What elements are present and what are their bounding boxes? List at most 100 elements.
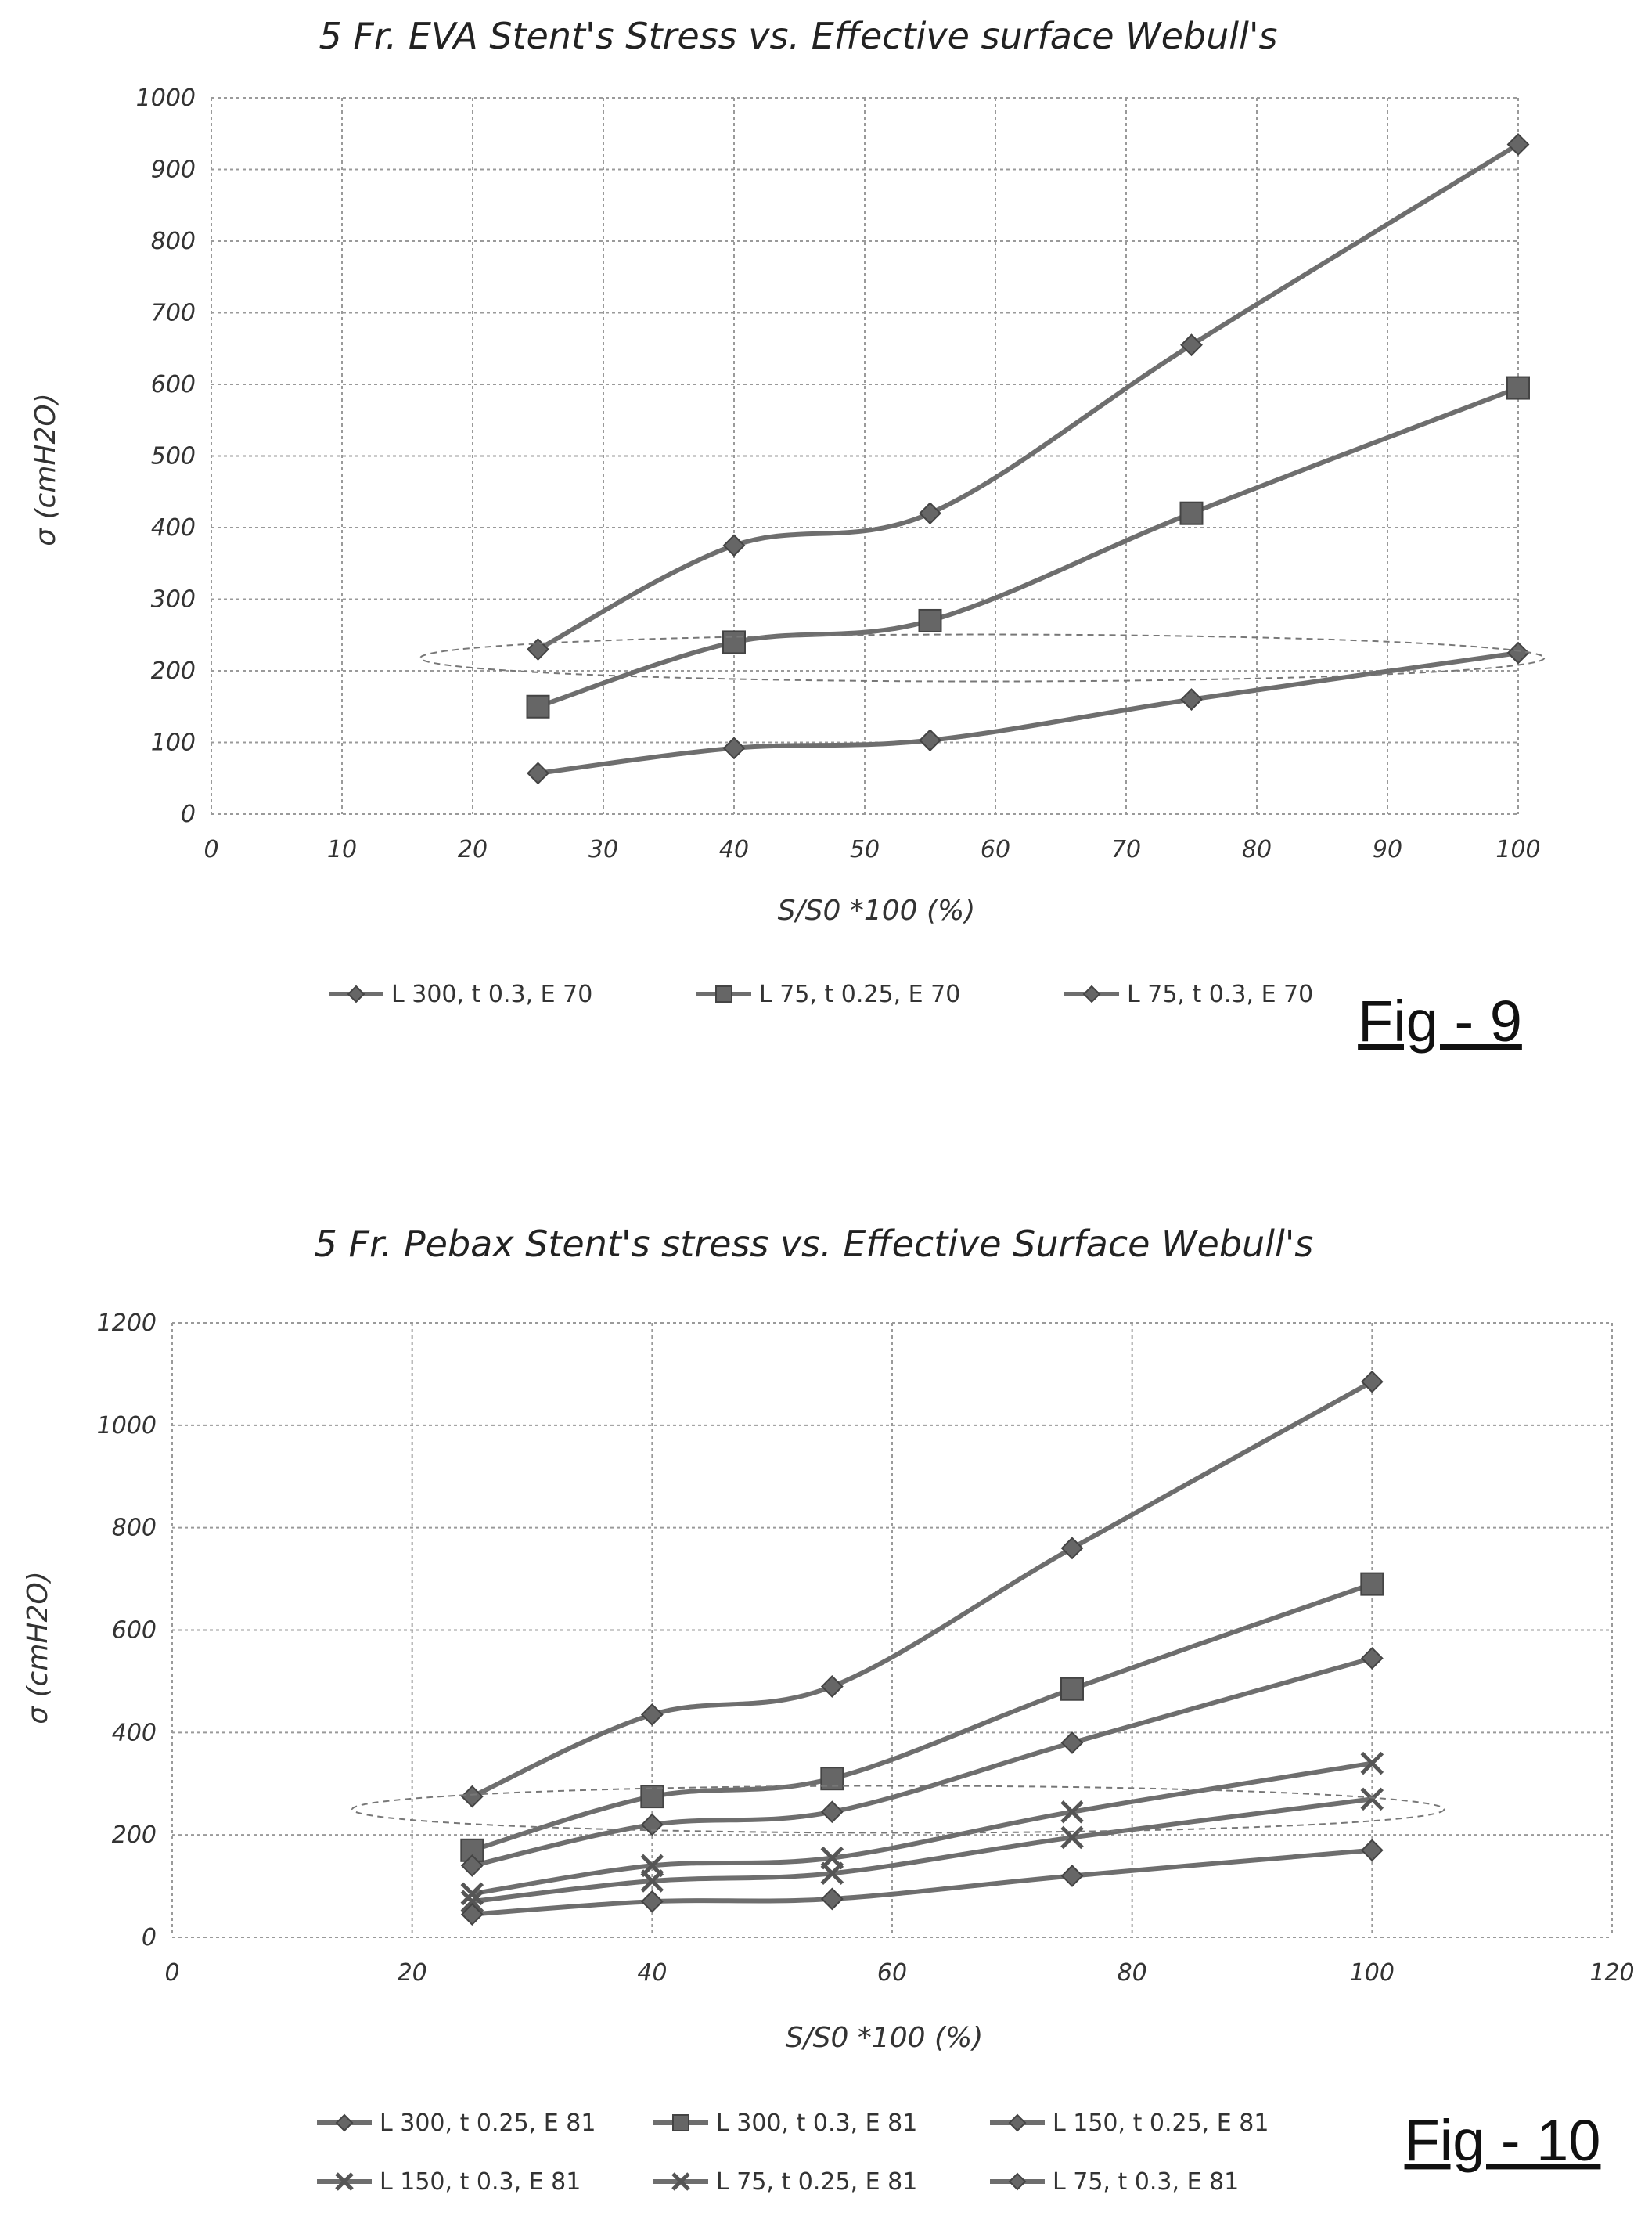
x-tick-label: 80 <box>1118 1959 1147 1987</box>
data-point <box>1060 1731 1084 1754</box>
x-tick-label: 100 <box>1350 1959 1395 1987</box>
legend-marker <box>335 2172 354 2191</box>
data-point <box>1060 1800 1084 1824</box>
x-tick-label: 60 <box>981 836 1010 863</box>
series-line-6 <box>472 1847 1373 1917</box>
data-point <box>722 737 746 760</box>
legend-entry: L 300, t 0.25, E 81 <box>380 2110 596 2137</box>
legend-marker <box>1008 2113 1027 2132</box>
x-tick-label: 20 <box>458 836 488 863</box>
y-axis-label: σ (cmH2O) <box>30 393 62 546</box>
x-tick-label: 40 <box>719 836 749 863</box>
data-point <box>1180 333 1203 357</box>
data-point <box>640 1813 664 1836</box>
series-line-3 <box>538 650 1519 776</box>
data-point <box>527 638 549 661</box>
legend-marker <box>1008 2172 1027 2191</box>
legend-entry: L 150, t 0.25, E 81 <box>1053 2110 1269 2137</box>
data-point <box>460 1785 484 1808</box>
legend-marker <box>672 2114 689 2131</box>
data-point <box>640 1869 664 1893</box>
y-tick-label: 0 <box>142 1924 157 1951</box>
y-axis-label: σ (cmH2O) <box>22 1571 54 1724</box>
legend-entry: L 75, t 0.3, E 70 <box>1127 981 1313 1008</box>
dashed-ellipse-annotation <box>351 1785 1445 1834</box>
data-point <box>1360 1647 1384 1670</box>
y-tick-label: 300 <box>151 586 196 614</box>
x-tick-label: 10 <box>327 836 357 863</box>
data-point <box>640 1703 664 1726</box>
data-point <box>918 608 942 632</box>
data-point <box>1506 133 1530 156</box>
y-tick-label: 400 <box>151 514 196 542</box>
y-tick-label: 0 <box>181 801 196 828</box>
chart-title: 5 Fr. EVA Stent's Stress vs. Effective s… <box>319 15 1278 57</box>
x-tick-label: 40 <box>637 1959 667 1987</box>
figure-label: Fig - 9 <box>1358 989 1522 1054</box>
y-tick-label: 1000 <box>97 1412 157 1439</box>
y-tick-label: 1000 <box>136 85 196 112</box>
x-axis-label: S/S0 *100 (%) <box>786 2022 984 2054</box>
legend-marker <box>1082 985 1101 1003</box>
data-point <box>1180 688 1203 712</box>
y-tick-label: 500 <box>151 443 196 470</box>
legend-entry: L 75, t 0.25, E 70 <box>759 981 960 1008</box>
y-tick-label: 100 <box>151 730 196 757</box>
data-point <box>820 1800 844 1824</box>
data-point <box>1060 1865 1084 1887</box>
data-point <box>919 729 941 752</box>
dashed-ellipse-annotation <box>419 633 1546 683</box>
series-line-4 <box>471 1760 1373 1897</box>
x-tick-label: 0 <box>164 1959 179 1987</box>
x-tick-label: 120 <box>1589 1959 1634 1987</box>
chart-title: 5 Fr. Pebax Stent's stress vs. Effective… <box>315 1223 1314 1265</box>
x-tick-label: 50 <box>850 836 880 863</box>
figure-label: Fig - 10 <box>1405 2108 1601 2173</box>
legend-entry: L 150, t 0.3, E 81 <box>380 2168 581 2196</box>
y-tick-label: 800 <box>151 228 196 255</box>
data-point <box>1360 1370 1384 1393</box>
legend-marker <box>715 985 732 1003</box>
series-line-2 <box>471 1581 1373 1853</box>
data-point <box>1060 1537 1084 1560</box>
data-point <box>820 1675 844 1698</box>
data-point <box>1060 1677 1084 1701</box>
data-point <box>640 1785 664 1809</box>
legend-entry: L 75, t 0.3, E 81 <box>1053 2168 1239 2196</box>
data-point <box>1506 641 1530 665</box>
x-tick-label: 0 <box>203 836 218 863</box>
legend-entry: L 300, t 0.3, E 70 <box>391 981 592 1008</box>
x-tick-label: 60 <box>877 1959 907 1987</box>
data-point <box>1179 501 1204 525</box>
chart-fig-10: 5 Fr. Pebax Stent's stress vs. Effective… <box>22 1223 1635 2196</box>
data-point <box>1506 376 1530 400</box>
data-point <box>1360 1751 1384 1775</box>
y-tick-label: 600 <box>151 371 196 398</box>
x-tick-label: 80 <box>1242 836 1272 863</box>
legend-marker <box>671 2172 690 2191</box>
data-point <box>820 1887 844 1911</box>
data-point <box>460 1890 484 1913</box>
data-point <box>919 502 941 525</box>
x-axis-label: S/S0 *100 (%) <box>778 895 976 927</box>
data-point <box>722 534 746 557</box>
series-line-3 <box>471 1656 1373 1868</box>
chart-fig-9: 5 Fr. EVA Stent's Stress vs. Effective s… <box>30 15 1546 1054</box>
data-point <box>820 1861 844 1885</box>
x-tick-label: 30 <box>588 836 618 863</box>
y-tick-label: 600 <box>112 1617 157 1645</box>
series-line-5 <box>471 1796 1373 1904</box>
data-point <box>722 630 746 654</box>
data-point <box>1360 1572 1384 1596</box>
y-tick-label: 800 <box>112 1515 157 1542</box>
legend-marker <box>335 2113 354 2132</box>
legend-entry: L 300, t 0.3, E 81 <box>716 2110 917 2137</box>
legend-marker <box>347 985 365 1003</box>
series-line-1 <box>471 1379 1373 1799</box>
x-tick-label: 20 <box>398 1959 427 1987</box>
data-point <box>460 1882 484 1906</box>
data-point <box>640 1890 664 1913</box>
series-line-2 <box>537 385 1520 709</box>
x-tick-label: 100 <box>1495 836 1540 863</box>
y-tick-label: 200 <box>112 1821 157 1849</box>
